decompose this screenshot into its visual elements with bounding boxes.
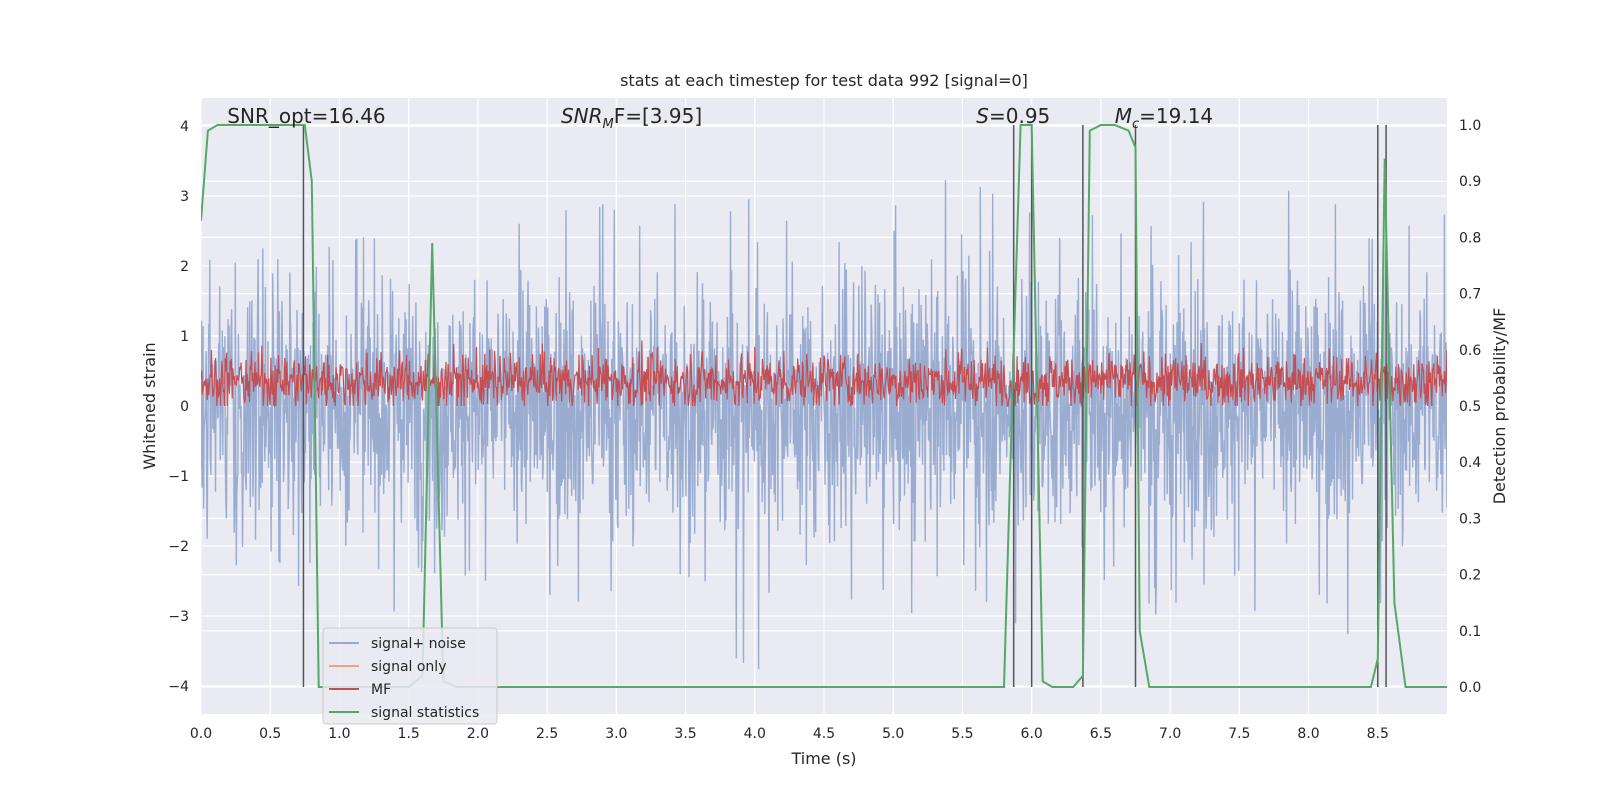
legend-label: signal only: [371, 659, 446, 675]
y-right-tick-label: 1.0: [1459, 118, 1481, 134]
y-right-tick-label: 0.3: [1459, 511, 1481, 527]
annotation-snr-opt: SNR_opt=16.46: [227, 104, 385, 128]
x-tick-label: 4.5: [813, 726, 835, 742]
x-axis-label: Time (s): [790, 749, 856, 768]
x-tick-label: 1.5: [398, 726, 420, 742]
series-mf: [201, 340, 1447, 409]
y-left-tick-label: −4: [168, 679, 189, 695]
y-right-tick-label: 0.2: [1459, 568, 1481, 584]
y-left-tick-label: 2: [180, 259, 189, 275]
x-tick-label: 7.0: [1159, 726, 1181, 742]
legend-label: signal statistics: [371, 705, 479, 721]
x-tick-label: 8.0: [1297, 726, 1319, 742]
x-tick-label: 2.0: [467, 726, 489, 742]
y-right-tick-label: 0.8: [1459, 230, 1481, 246]
line-mf: [201, 340, 1447, 409]
x-tick-label: 2.5: [536, 726, 558, 742]
x-tick-label: 5.0: [882, 726, 904, 742]
chart-title: stats at each timestep for test data 992…: [620, 71, 1028, 90]
y-right-tick-label: 0.7: [1459, 287, 1481, 303]
y-left-tick-label: 0: [180, 399, 189, 415]
y-left-tick-label: 1: [180, 329, 189, 345]
x-tick-label: 6.0: [1021, 726, 1043, 742]
legend-box: [322, 627, 498, 725]
legend-label: MF: [371, 682, 391, 698]
annotation-snr-mf: SNRMF=[3.95]: [561, 104, 702, 132]
y-left-tick-label: 4: [180, 119, 189, 135]
y-left-axis-ticks: 4 3 2 1 0 −1 −2 −3 −4: [168, 119, 189, 695]
x-tick-label: 6.5: [1090, 726, 1112, 742]
y-left-tick-label: −1: [168, 469, 189, 485]
y-right-axis-ticks: 1.0 0.9 0.8 0.7 0.6 0.5 0.4 0.3 0.2 0.1 0.0: [1459, 118, 1481, 696]
x-tick-label: 0.5: [259, 726, 281, 742]
legend-label: signal+ noise: [371, 636, 466, 652]
x-tick-label: 1.0: [328, 726, 350, 742]
y-right-tick-label: 0.4: [1459, 455, 1481, 471]
x-tick-label: 7.5: [1228, 726, 1250, 742]
x-tick-label: 0.0: [190, 726, 212, 742]
x-tick-label: 8.5: [1367, 726, 1389, 742]
annotation-s: S=0.95: [976, 104, 1050, 128]
y-right-tick-label: 0.1: [1459, 624, 1481, 640]
y-right-tick-label: 0.0: [1459, 680, 1481, 696]
y-left-axis-label: Whitened strain: [140, 342, 159, 469]
annotation-mc: Mc=19.14: [1115, 104, 1213, 132]
y-right-axis-label: Detection probability/MF: [1490, 308, 1509, 505]
x-tick-label: 5.5: [951, 726, 973, 742]
x-tick-label: 4.0: [744, 726, 766, 742]
x-tick-label: 3.5: [674, 726, 696, 742]
y-right-tick-label: 0.6: [1459, 343, 1481, 359]
y-left-tick-label: −3: [168, 609, 189, 625]
y-left-tick-label: −2: [168, 539, 189, 555]
y-left-tick-label: 3: [180, 189, 189, 205]
x-axis-ticks: 0.0 0.5 1.0 1.5 2.0 2.5 3.0 3.5 4.0 4.5 5.0 5.5 6.0 6…: [190, 726, 1389, 742]
x-tick-label: 3.0: [605, 726, 627, 742]
y-right-tick-label: 0.5: [1459, 399, 1481, 415]
legend: signal+ noise signal only MF signal statist…: [322, 627, 498, 725]
y-right-tick-label: 0.9: [1459, 174, 1481, 190]
